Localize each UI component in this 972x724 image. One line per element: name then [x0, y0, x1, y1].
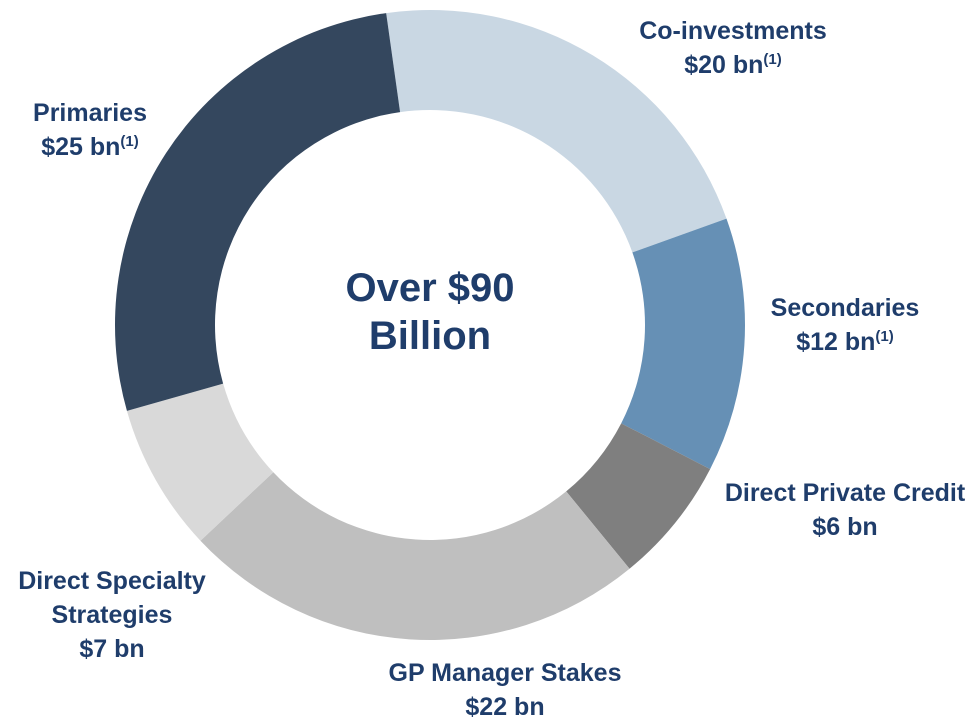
- segment-label: Secondaries $12 bn(1): [735, 291, 955, 359]
- segment-label: GP Manager Stakes $22 bn: [345, 656, 665, 724]
- value-label: $6 bn: [812, 513, 878, 541]
- value-line: $12 bn(1): [735, 325, 955, 359]
- center-label: Over $90 Billion: [345, 266, 515, 358]
- value-label: $25 bn: [41, 133, 121, 161]
- footnote: (1): [120, 133, 139, 150]
- value-line: $22 bn: [345, 690, 665, 724]
- value-label: $12 bn: [796, 328, 876, 356]
- footnote: (1): [875, 328, 894, 345]
- category-name: Direct Private Credit: [724, 479, 966, 507]
- category-name: Primaries: [33, 99, 147, 127]
- footnote: (1): [763, 51, 782, 68]
- category-name: Co-investments: [639, 17, 827, 45]
- category-name: Secondaries: [770, 294, 920, 322]
- segment-label: Co-investments $20 bn(1): [603, 14, 863, 82]
- donut-segment: [200, 472, 630, 640]
- value-label: $7 bn: [79, 635, 145, 663]
- segment-label: Primaries $25 bn(1): [0, 96, 190, 164]
- category-name: GP Manager Stakes: [388, 659, 622, 687]
- segment-label: Direct Specialty Strategies $7 bn: [7, 564, 217, 666]
- value-label: $22 bn: [465, 693, 545, 721]
- donut-segment: [566, 423, 711, 569]
- category-name: Direct Specialty Strategies: [18, 567, 206, 629]
- value-line: $6 bn: [705, 510, 972, 544]
- value-line: $7 bn: [7, 632, 217, 666]
- donut-segment: [621, 218, 745, 470]
- donut-segment: [386, 10, 727, 253]
- donut-segment: [126, 383, 274, 541]
- donut-segment: [114, 13, 401, 411]
- value-label: $20 bn: [684, 51, 764, 79]
- segment-label: Direct Private Credit $6 bn: [705, 476, 972, 544]
- value-line: $20 bn(1): [603, 48, 863, 82]
- value-line: $25 bn(1): [0, 130, 190, 164]
